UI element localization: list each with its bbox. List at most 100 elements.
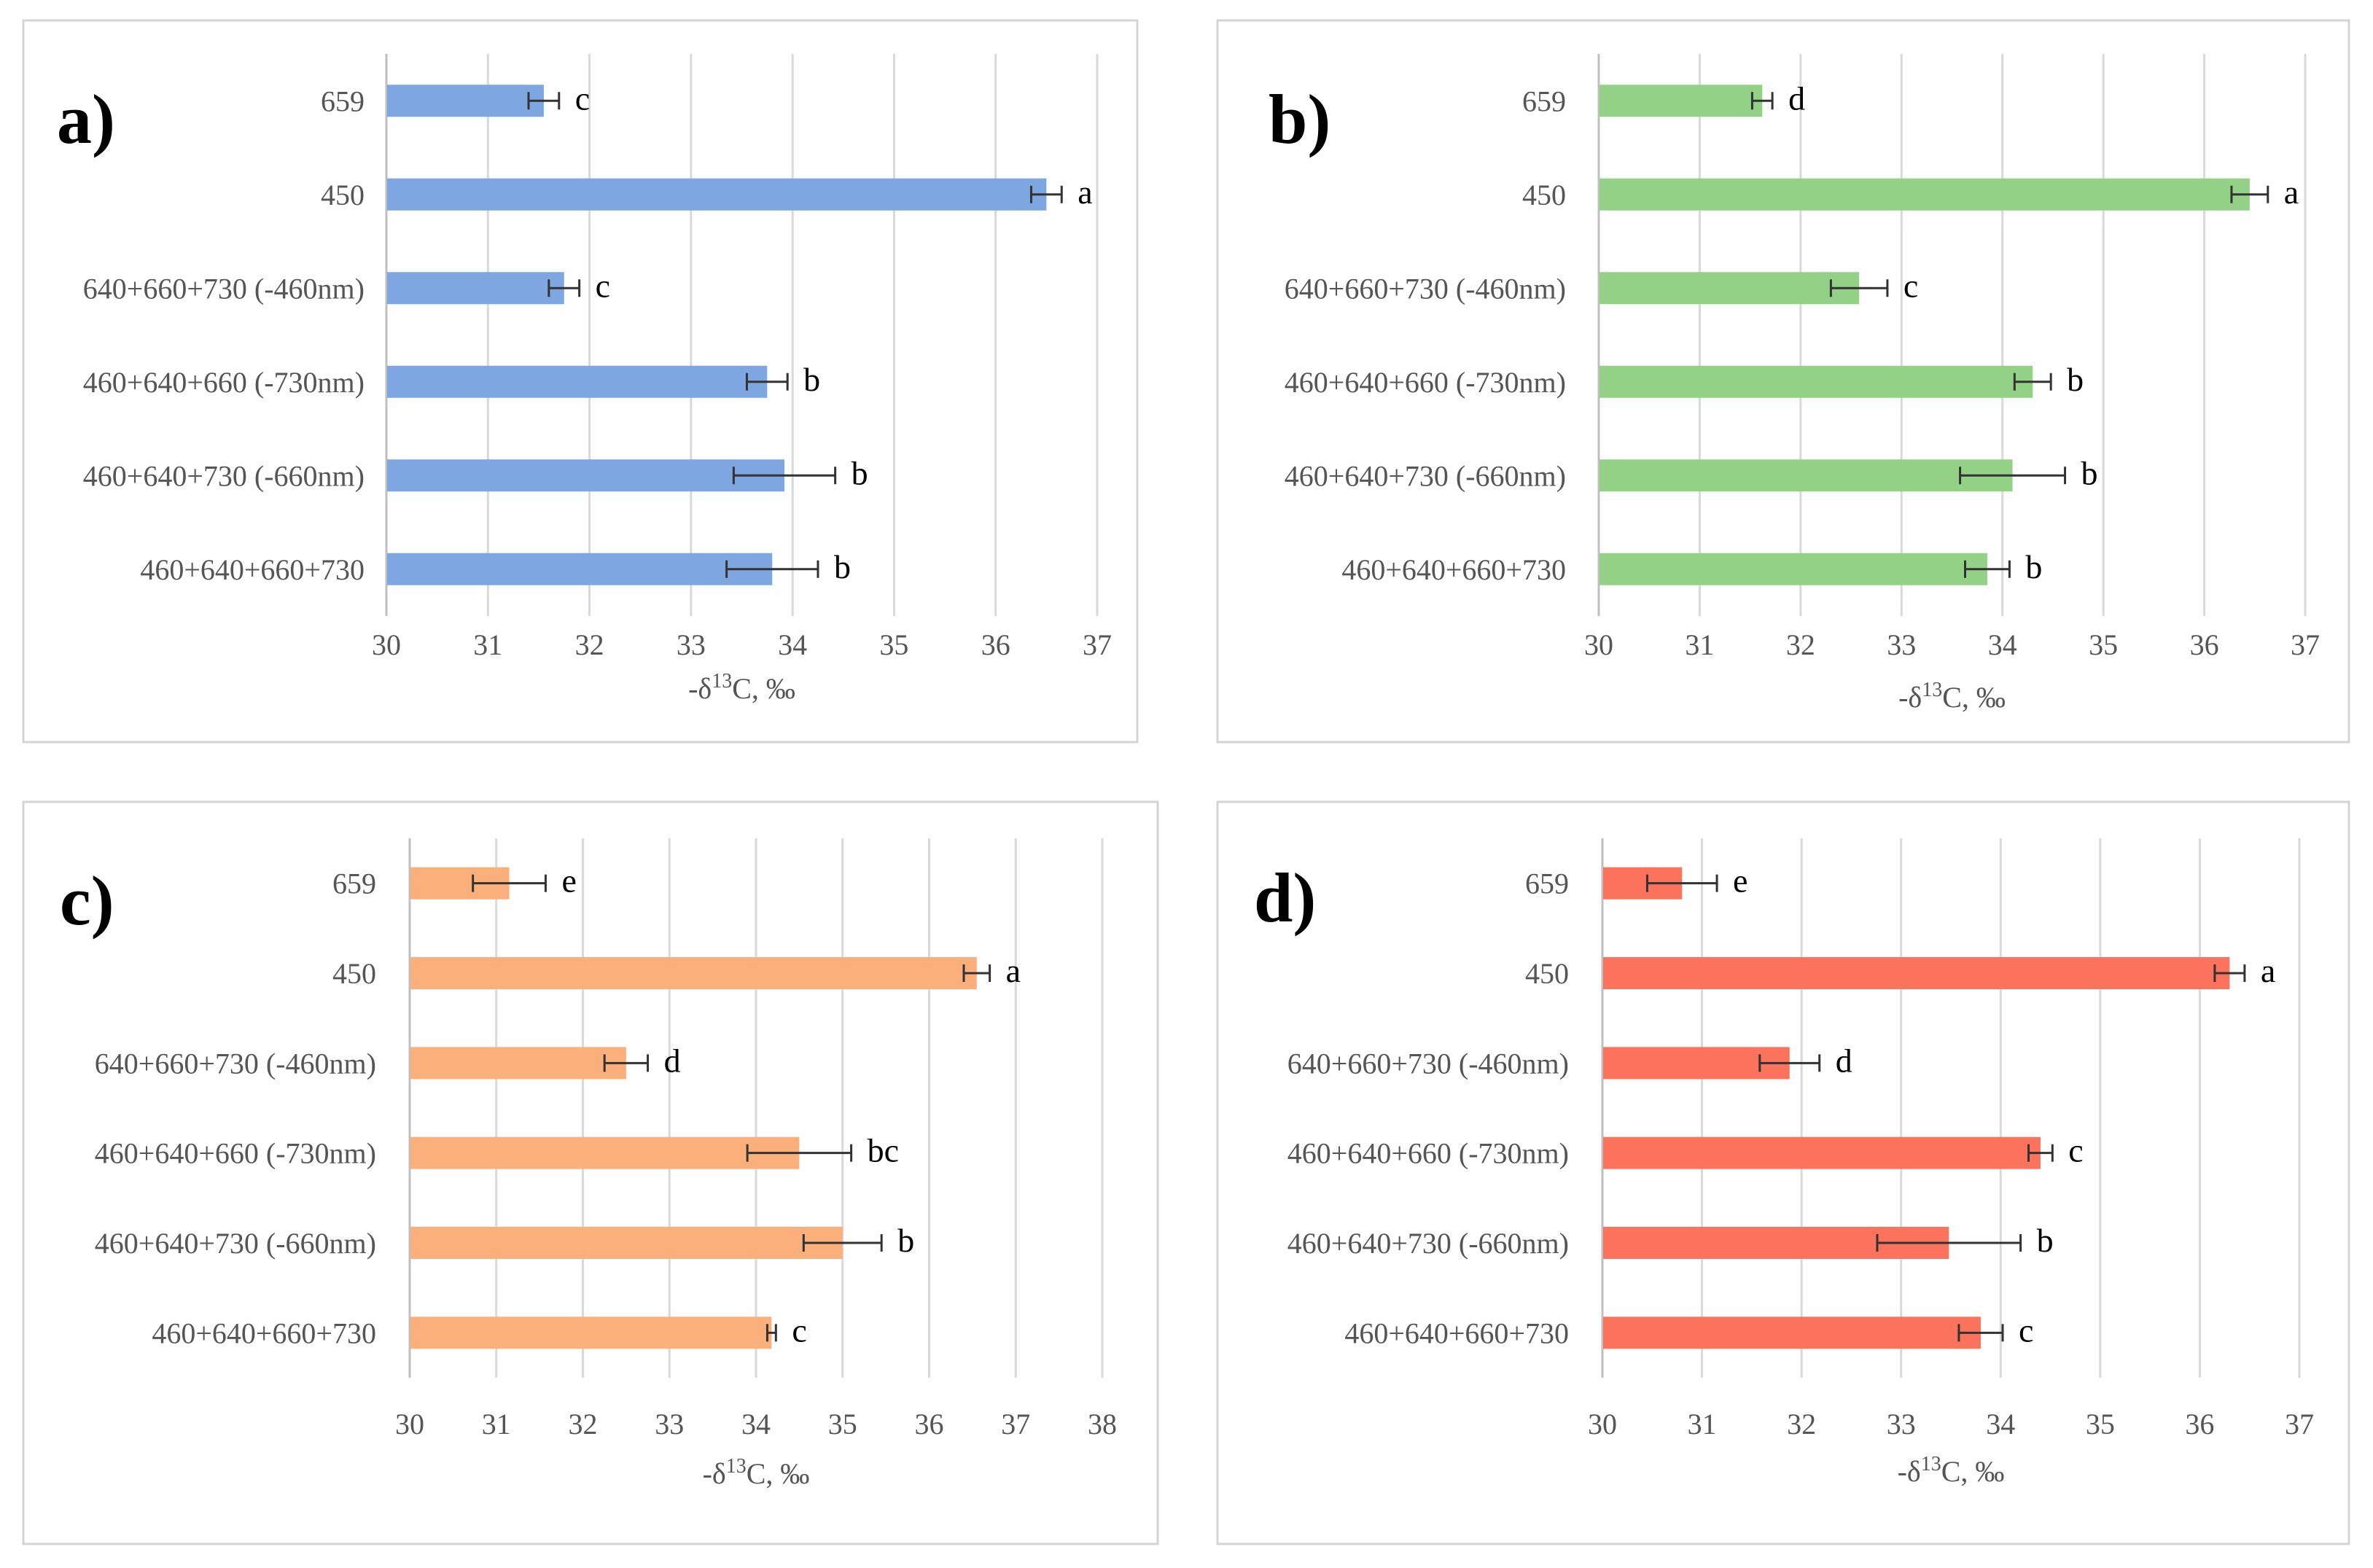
bar	[410, 957, 977, 989]
category-label: 659	[321, 85, 365, 117]
significance-letter: e	[1733, 862, 1747, 900]
x-tick-label: 34	[741, 1408, 771, 1440]
bar	[1599, 459, 2013, 492]
significance-letter: c	[596, 267, 610, 304]
x-axis-title: -δ13C, ‰	[1898, 1453, 2005, 1489]
panel-label: a)	[57, 80, 115, 158]
significance-letter: b	[803, 361, 820, 398]
x-tick-label: 33	[677, 628, 706, 661]
category-label: 460+640+660 (-730nm)	[83, 366, 365, 399]
significance-letter: b	[834, 548, 851, 585]
x-tick-label: 34	[1988, 628, 2017, 661]
x-tick-label: 31	[473, 628, 502, 661]
x-tick-label: 35	[828, 1408, 857, 1440]
x-tick-label: 33	[1887, 1408, 1916, 1440]
x-tick-label: 36	[981, 628, 1010, 661]
x-tick-label: 31	[1685, 628, 1714, 661]
significance-letter: b	[2037, 1222, 2054, 1259]
significance-letter: c	[792, 1311, 806, 1349]
significance-letter: a	[1006, 952, 1021, 989]
x-tick-label: 36	[2185, 1408, 2214, 1440]
bar	[387, 553, 773, 585]
x-tick-label: 33	[655, 1408, 684, 1440]
x-tick-label: 32	[1787, 1408, 1816, 1440]
significance-letter: d	[1836, 1042, 1852, 1079]
x-tick-label: 35	[2089, 628, 2118, 661]
panel-border	[1216, 800, 2350, 1545]
bar	[1599, 553, 1987, 585]
bar	[1603, 957, 2230, 989]
category-label: 659	[1525, 867, 1569, 900]
significance-letter: a	[2284, 173, 2299, 211]
significance-letter: b	[2025, 548, 2042, 585]
x-axis-title: -δ13C, ‰	[688, 670, 795, 706]
category-label: 640+660+730 (-460nm)	[95, 1047, 376, 1080]
significance-letter: e	[561, 862, 576, 900]
significance-letter: d	[664, 1042, 681, 1079]
category-label: 450	[1525, 957, 1569, 990]
category-label: 460+640+660+730	[1344, 1317, 1569, 1349]
x-tick-label: 32	[1786, 628, 1815, 661]
significance-letter: b	[897, 1222, 914, 1259]
x-tick-label: 37	[2291, 628, 2320, 661]
chart-panel-c: 30 31 32 33 34 35 36 37 38 -δ13C, ‰ c) 659 e 450 a 640+…	[22, 800, 1159, 1545]
x-tick-label: 30	[395, 1408, 424, 1440]
x-tick-label: 37	[2285, 1408, 2314, 1440]
significance-letter: a	[1078, 173, 1092, 211]
significance-letter: b	[2067, 361, 2084, 398]
category-label: 450	[321, 179, 365, 211]
bar	[410, 1136, 800, 1169]
significance-letter: c	[2019, 1311, 2033, 1349]
x-tick-label: 35	[879, 628, 908, 661]
x-tick-label: 37	[1083, 628, 1112, 661]
x-tick-label: 34	[778, 628, 807, 661]
x-tick-label: 35	[2086, 1408, 2115, 1440]
significance-letter: d	[1788, 79, 1805, 117]
category-label: 460+640+730 (-660nm)	[1285, 459, 1566, 492]
category-label: 659	[1522, 85, 1566, 117]
bar	[387, 85, 544, 117]
bar	[387, 459, 784, 492]
bar	[387, 178, 1047, 211]
significance-letter: a	[2261, 952, 2275, 989]
x-tick-label: 32	[569, 1408, 598, 1440]
bar	[387, 365, 768, 398]
bar	[1603, 1136, 2041, 1169]
x-axis-title: -δ13C, ‰	[1898, 679, 2006, 714]
category-label: 640+660+730 (-460nm)	[1285, 272, 1566, 305]
category-label: 460+640+660+730	[140, 553, 365, 586]
x-tick-label: 38	[1088, 1408, 1117, 1440]
significance-letter: c	[2068, 1132, 2083, 1169]
panel-label: b)	[1269, 80, 1330, 158]
bar	[1603, 1047, 1790, 1080]
x-tick-label: 33	[1887, 628, 1916, 661]
bar	[410, 1227, 843, 1259]
category-label: 460+640+660+730	[152, 1317, 376, 1349]
x-tick-label: 30	[1584, 628, 1613, 661]
x-tick-label: 31	[1688, 1408, 1717, 1440]
category-label: 640+660+730 (-460nm)	[83, 272, 365, 305]
category-label: 460+640+660 (-730nm)	[1285, 366, 1566, 399]
panel-border	[22, 800, 1159, 1545]
x-axis-title: -δ13C, ‰	[703, 1455, 810, 1491]
x-tick-label: 36	[2190, 628, 2219, 661]
bar	[410, 1047, 626, 1080]
category-label: 460+640+730 (-660nm)	[95, 1227, 376, 1260]
category-label: 460+640+660 (-730nm)	[95, 1137, 376, 1170]
bar	[1599, 272, 1860, 305]
panel-label: c)	[60, 862, 114, 940]
category-label: 450	[332, 957, 376, 990]
bar	[410, 1317, 772, 1349]
bar	[1603, 1317, 1981, 1349]
x-tick-label: 30	[1588, 1408, 1617, 1440]
category-label: 450	[1522, 179, 1566, 211]
significance-letter: b	[852, 454, 868, 491]
bar	[1599, 365, 2033, 398]
significance-letter: bc	[868, 1132, 899, 1169]
bar	[1599, 85, 1763, 117]
chart-panel-d: 30 31 32 33 34 35 36 37 -δ13C, ‰ d) 659 e 450 a 640+66…	[1216, 800, 2350, 1545]
x-tick-label: 32	[575, 628, 604, 661]
x-tick-label: 37	[1001, 1408, 1030, 1440]
